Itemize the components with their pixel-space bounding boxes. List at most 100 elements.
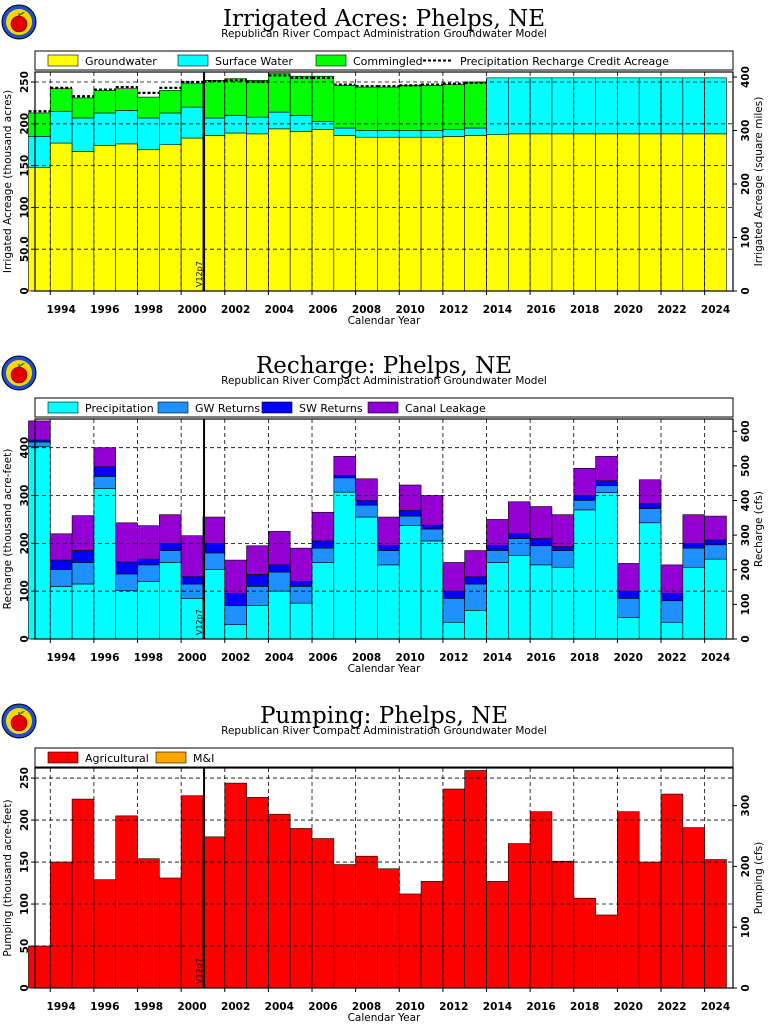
y-right-tick-label: 0: [740, 287, 752, 294]
bar-segment: [268, 590, 291, 640]
apple-shape: [10, 714, 28, 732]
bar-segment: [508, 533, 531, 539]
legend-label: Groundwater: [85, 55, 157, 68]
bar-segment: [420, 540, 444, 640]
y-tick-label: 100: [19, 580, 31, 602]
x-tick-label: 1996: [90, 652, 119, 664]
bar-segment: [442, 598, 466, 623]
x-tick-label: 2016: [526, 1001, 555, 1013]
bar-segment: [202, 516, 226, 544]
bar-segment: [224, 78, 247, 116]
bar-segment: [311, 129, 335, 292]
x-tick-label: 2010: [396, 1001, 425, 1013]
x-tick-label: 2004: [265, 304, 294, 316]
legend-label: Surface Water: [215, 55, 293, 68]
bar-segment: [180, 106, 204, 139]
x-tick-label: 2002: [221, 652, 250, 664]
bar-segment: [551, 133, 575, 292]
chart-title: Irrigated Acres: Phelps, NE: [223, 6, 545, 32]
y-right-tick-label: 100: [740, 593, 752, 615]
y-right-tick-label: 200: [740, 855, 752, 877]
bar-segment: [137, 96, 160, 119]
bar-segment: [420, 881, 444, 989]
bar-segment: [704, 558, 727, 640]
bar-segment: [573, 495, 596, 501]
x-tick-label: 1998: [134, 652, 163, 664]
bar-segment: [595, 914, 618, 989]
x-tick-label: 2022: [657, 304, 686, 316]
y-right-tick-label: 100: [740, 227, 752, 249]
bar-segment: [355, 478, 378, 501]
bar-segment: [682, 543, 705, 549]
bar-segment: [159, 562, 182, 640]
y-tick-label: 0: [19, 984, 31, 991]
chart-subtitle: Republican River Compact Administration …: [221, 725, 547, 737]
y-right-axis-label: Recharge (cfs): [753, 491, 765, 567]
bar-segment: [420, 528, 444, 542]
apple-logo-icon: [1, 703, 37, 739]
bar-segment: [268, 73, 291, 113]
bar-segment: [202, 135, 226, 292]
legend-label: Commingled: [353, 55, 423, 68]
bar-segment: [682, 566, 705, 640]
bar-segment: [71, 562, 95, 585]
x-tick-label: 1996: [90, 304, 119, 316]
bar-segment: [93, 476, 117, 489]
bar-segment: [268, 564, 291, 573]
bar-segment: [137, 117, 160, 151]
bar-segment: [420, 130, 444, 138]
y-right-tick-label: 100: [740, 916, 752, 938]
legend-swatch: [315, 54, 347, 67]
bar-segment: [660, 600, 684, 623]
bar-segment: [71, 117, 95, 152]
bar-segment: [704, 539, 727, 546]
bar-segment: [464, 576, 487, 585]
bar-segment: [71, 515, 95, 551]
bar-segment: [377, 545, 400, 551]
x-tick-label: 2018: [570, 1001, 599, 1013]
bar-segment: [355, 136, 378, 292]
y-axis-label: Irrigated Acreage (thousand acres): [2, 90, 14, 273]
bar-segment: [333, 477, 356, 493]
bar-segment: [71, 798, 95, 989]
y-tick-label: 50: [19, 939, 31, 954]
y-right-tick-label: 0: [740, 635, 752, 642]
bar-segment: [159, 112, 182, 146]
bar-segment: [638, 861, 662, 989]
chart-subtitle: Republican River Compact Administration …: [221, 28, 547, 40]
apple-leaf: [19, 362, 25, 367]
bar-segment: [595, 456, 618, 481]
legend-label: GW Returns: [195, 402, 260, 415]
bar-segment: [180, 83, 204, 108]
bar-segment: [49, 559, 73, 570]
bar-segment: [202, 117, 226, 136]
y-tick-label: 0: [19, 287, 31, 294]
bar-segment: [486, 550, 509, 563]
bar-segment: [442, 788, 466, 989]
bar-segment: [464, 610, 487, 640]
bar-segment: [638, 508, 662, 524]
bar-segment: [573, 467, 596, 496]
bar-segment: [377, 516, 400, 547]
bar-segment: [268, 571, 291, 592]
bar-segment: [486, 881, 509, 989]
bar-segment: [508, 77, 531, 135]
bar-segment: [464, 127, 487, 136]
bar-segment: [333, 135, 356, 292]
bar-segment: [159, 550, 182, 563]
bar-segment: [638, 133, 662, 292]
apple-shape: [10, 15, 28, 33]
bar-segment: [28, 136, 51, 168]
bar-segment: [246, 574, 269, 587]
x-tick-label: 2000: [177, 1001, 206, 1013]
bar-segment: [93, 466, 117, 477]
bar-segment: [202, 552, 226, 570]
bar-segment: [246, 80, 269, 118]
bar-segment: [529, 133, 553, 292]
x-axis-label: Calendar Year: [348, 1012, 421, 1024]
legend-label: SW Returns: [299, 402, 363, 415]
x-tick-label: 2012: [439, 304, 468, 316]
bar-segment: [704, 77, 727, 135]
bar-segment: [377, 868, 400, 989]
bar-segment: [49, 88, 73, 112]
